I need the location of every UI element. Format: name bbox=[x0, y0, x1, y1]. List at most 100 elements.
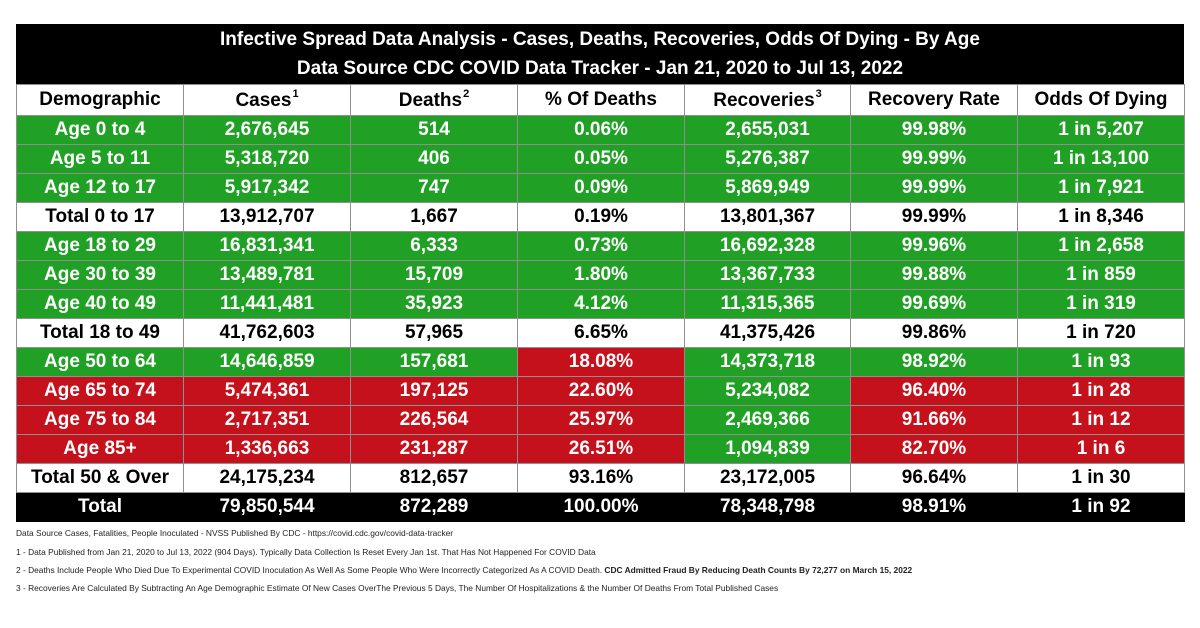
table-cell: 514 bbox=[350, 115, 518, 145]
table-row: Total 50 & Over 24,175,234 812,657 93.16% 23… bbox=[16, 463, 1185, 493]
table-cell: Total 0 to 17 bbox=[16, 202, 184, 232]
table-cell: 35,923 bbox=[350, 289, 518, 319]
table-row: Age 75 to 84 2,717,351 226,564 25.97% 2,469,… bbox=[16, 405, 1185, 435]
column-header: % Of Deaths bbox=[517, 84, 685, 116]
table-cell: 78,348,798 bbox=[684, 492, 851, 522]
data-sheet: Infective Spread Data Analysis - Cases, … bbox=[16, 24, 1185, 601]
table-cell: Age 18 to 29 bbox=[16, 231, 184, 261]
table-cell: 1,094,839 bbox=[684, 434, 851, 464]
table-cell: 14,373,718 bbox=[684, 347, 851, 377]
table-cell: 5,318,720 bbox=[183, 144, 351, 174]
table-cell: Age 75 to 84 bbox=[16, 405, 184, 435]
table-cell: 1,336,663 bbox=[183, 434, 351, 464]
table-row: Age 40 to 49 11,441,481 35,923 4.12% 11,315,… bbox=[16, 289, 1185, 319]
table-cell: 231,287 bbox=[350, 434, 518, 464]
table-cell: 0.09% bbox=[517, 173, 685, 203]
table-cell: 41,375,426 bbox=[684, 318, 851, 348]
table-row: Age 0 to 4 2,676,645 514 0.06% 2,655,031 99.9… bbox=[16, 115, 1185, 145]
column-header-label: Deaths bbox=[398, 90, 463, 111]
table-row: Age 18 to 29 16,831,341 6,333 0.73% 16,692,3… bbox=[16, 231, 1185, 261]
table-cell: 5,276,387 bbox=[684, 144, 851, 174]
table-cell: 96.64% bbox=[850, 463, 1018, 493]
table-row: Age 50 to 64 14,646,859 157,681 18.08% 14,37… bbox=[16, 347, 1185, 377]
table-cell: 2,655,031 bbox=[684, 115, 851, 145]
table-row: Age 85+ 1,336,663 231,287 26.51% 1,094,839 82… bbox=[16, 434, 1185, 464]
table-cell: 1 in 319 bbox=[1017, 289, 1185, 319]
column-header-label: Recovery Rate bbox=[867, 89, 1001, 110]
footnote-3: 3 - Recoveries Are Calculated By Subtrac… bbox=[16, 583, 779, 593]
table-row: Total 18 to 49 41,762,603 57,965 6.65% 41,37… bbox=[16, 318, 1185, 348]
table-row: Age 65 to 74 5,474,361 197,125 22.60% 5,234,… bbox=[16, 376, 1185, 406]
footnote-marker: 3 bbox=[815, 88, 822, 100]
table-cell: Total bbox=[16, 492, 184, 522]
table-cell: 0.06% bbox=[517, 115, 685, 145]
table-cell: Total 50 & Over bbox=[16, 463, 184, 493]
table-cell: Age 85+ bbox=[16, 434, 184, 464]
column-header-label: Recoveries bbox=[713, 90, 815, 111]
table-cell: 1 in 92 bbox=[1017, 492, 1185, 522]
source-note: Data Source Cases, Fatalities, People In… bbox=[16, 528, 454, 538]
table-cell: 22.60% bbox=[517, 376, 685, 406]
table-cell: 13,801,367 bbox=[684, 202, 851, 232]
table-cell: 100.00% bbox=[517, 492, 685, 522]
table-cell: 23,172,005 bbox=[684, 463, 851, 493]
table-cell: 99.99% bbox=[850, 144, 1018, 174]
table-cell: 1 in 28 bbox=[1017, 376, 1185, 406]
table-cell: 1 in 6 bbox=[1017, 434, 1185, 464]
table-cell: 1 in 8,346 bbox=[1017, 202, 1185, 232]
table-cell: 1 in 93 bbox=[1017, 347, 1185, 377]
footnote-2: 2 - Deaths Include People Who Died Due T… bbox=[16, 565, 1184, 575]
table-cell: 5,474,361 bbox=[183, 376, 351, 406]
table-cell: 99.69% bbox=[850, 289, 1018, 319]
table-cell: 24,175,234 bbox=[183, 463, 351, 493]
table-cell: 1 in 7,921 bbox=[1017, 173, 1185, 203]
table-cell: 41,762,603 bbox=[183, 318, 351, 348]
table-cell: 79,850,544 bbox=[183, 492, 351, 522]
table-cell: 1 in 12 bbox=[1017, 405, 1185, 435]
table-cell: 13,912,707 bbox=[183, 202, 351, 232]
title-line-1: Infective Spread Data Analysis - Cases, … bbox=[220, 29, 980, 50]
column-header-label: Demographic bbox=[39, 89, 161, 110]
table-cell: 99.88% bbox=[850, 260, 1018, 290]
table-cell: Age 40 to 49 bbox=[16, 289, 184, 319]
column-header-label: Cases bbox=[235, 90, 292, 111]
column-header: Deaths2 bbox=[350, 84, 518, 116]
table-row: Age 12 to 17 5,917,342 747 0.09% 5,869,949 99… bbox=[16, 173, 1185, 203]
table-cell: 1 in 30 bbox=[1017, 463, 1185, 493]
table-cell: 98.91% bbox=[850, 492, 1018, 522]
table-cell: 98.92% bbox=[850, 347, 1018, 377]
table-body: Age 0 to 4 2,676,645 514 0.06% 2,655,031 99.9… bbox=[16, 115, 1185, 522]
table-cell: Age 50 to 64 bbox=[16, 347, 184, 377]
table-cell: 4.12% bbox=[517, 289, 685, 319]
table-cell: 16,692,328 bbox=[684, 231, 851, 261]
table-cell: 99.96% bbox=[850, 231, 1018, 261]
table-cell: 1.80% bbox=[517, 260, 685, 290]
table-cell: 157,681 bbox=[350, 347, 518, 377]
table-cell: 13,489,781 bbox=[183, 260, 351, 290]
title-banner: Infective Spread Data Analysis - Cases, … bbox=[16, 24, 1184, 84]
header-row: Demographic Cases1 Deaths2% Of Deaths Recov… bbox=[16, 84, 1185, 116]
table-cell: 1 in 13,100 bbox=[1017, 144, 1185, 174]
table-cell: 18.08% bbox=[517, 347, 685, 377]
table-cell: 11,441,481 bbox=[183, 289, 351, 319]
table-cell: 99.86% bbox=[850, 318, 1018, 348]
table-cell: 406 bbox=[350, 144, 518, 174]
table-row: Age 30 to 39 13,489,781 15,709 1.80% 13,367,… bbox=[16, 260, 1185, 290]
table-cell: Total 18 to 49 bbox=[16, 318, 184, 348]
table-row: Total 0 to 17 13,912,707 1,667 0.19% 13,801,… bbox=[16, 202, 1185, 232]
table-cell: 96.40% bbox=[850, 376, 1018, 406]
column-header: Demographic bbox=[16, 84, 184, 116]
table-cell: 6.65% bbox=[517, 318, 685, 348]
table-cell: 82.70% bbox=[850, 434, 1018, 464]
table-cell: 0.05% bbox=[517, 144, 685, 174]
title-line-2: Data Source CDC COVID Data Tracker - Jan… bbox=[296, 58, 904, 79]
footnote-marker: 2 bbox=[463, 88, 470, 100]
table-cell: Age 65 to 74 bbox=[16, 376, 184, 406]
column-header: Odds Of Dying bbox=[1017, 84, 1185, 116]
table-cell: 5,869,949 bbox=[684, 173, 851, 203]
table-cell: 91.66% bbox=[850, 405, 1018, 435]
table-cell: 99.98% bbox=[850, 115, 1018, 145]
table-cell: 747 bbox=[350, 173, 518, 203]
table-cell: 226,564 bbox=[350, 405, 518, 435]
table-cell: Age 12 to 17 bbox=[16, 173, 184, 203]
